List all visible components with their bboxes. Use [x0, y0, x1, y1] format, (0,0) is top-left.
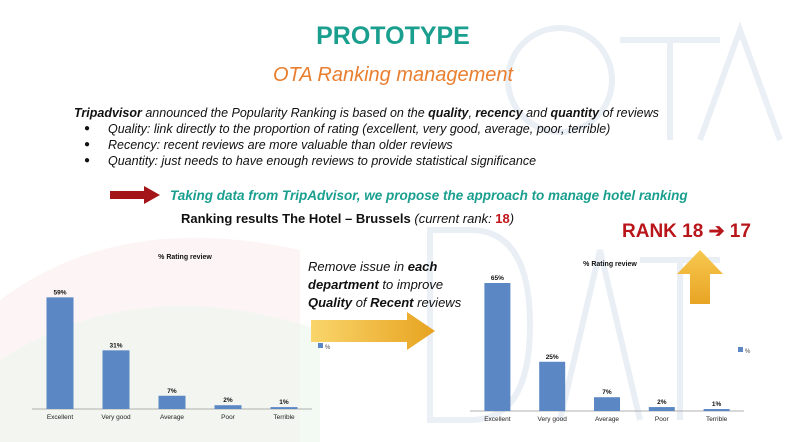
data-label: 2% — [657, 399, 667, 406]
category-label: Average — [595, 416, 619, 423]
criteria-list: Quality: link directly to the proportion… — [84, 121, 724, 169]
intro-paragraph: Tripadvisor announced the Popularity Ran… — [74, 105, 694, 121]
note-department: department — [308, 277, 379, 292]
proposal-text: Taking data from TripAdvisor, we propose… — [170, 188, 688, 203]
note-reviews: reviews — [413, 295, 462, 310]
ranking-label: Ranking results The Hotel – Brussels — [181, 211, 415, 226]
bar — [648, 407, 675, 411]
category-label: Very good — [101, 414, 131, 421]
category-label: Poor — [655, 416, 670, 423]
rank-change: RANK 18 ➔ 17 — [622, 220, 751, 243]
legend-label: % — [325, 345, 331, 351]
data-label: 7% — [167, 388, 177, 395]
note-of: of — [352, 295, 371, 310]
intro-and: and — [522, 106, 551, 120]
chart2-legend: % — [738, 347, 751, 355]
rank-arrow-icon: ➔ — [708, 221, 725, 242]
bar — [703, 409, 730, 411]
rank-to: 17 — [729, 221, 751, 242]
note-improve: to improve — [378, 277, 444, 292]
current-rank-value: 18 — [495, 211, 510, 226]
data-label: 59% — [53, 289, 66, 296]
note-recent: Recent — [370, 295, 414, 310]
ranking-paren-open: (current rank — [414, 211, 489, 226]
ranking-heading: Ranking results The Hotel – Brussels (cu… — [181, 211, 514, 226]
rating-chart-current: % Rating review 59% Excellent 31% Very good… — [32, 254, 312, 421]
bar — [594, 397, 620, 411]
intro-quality: quality — [428, 106, 469, 120]
legend-swatch — [738, 347, 743, 352]
data-label: 25% — [546, 354, 559, 361]
ranking-paren-close: ) — [509, 211, 515, 226]
arrow-right-gold-icon — [311, 312, 435, 350]
legend-label: % — [745, 349, 751, 355]
bar — [484, 283, 511, 411]
arrow-up-icon — [677, 250, 723, 304]
bullet-recency: Recency: recent reviews are more valuabl… — [84, 137, 724, 153]
data-label: 65% — [491, 275, 504, 282]
bullet-quality: Quality: link directly to the proportion… — [84, 121, 724, 137]
bar — [539, 361, 566, 411]
ranking-colon: : — [488, 211, 496, 226]
legend-swatch — [318, 343, 323, 348]
bar — [214, 405, 242, 409]
chart1-legend: % — [318, 343, 331, 351]
category-label: Poor — [221, 414, 236, 421]
category-label: Terrible — [706, 416, 728, 423]
data-label: 1% — [279, 399, 289, 406]
arrow-right-icon — [110, 186, 160, 204]
data-label: 1% — [712, 401, 722, 408]
rating-chart-improved: % Rating review 65% Excellent 25% Very good… — [470, 261, 744, 423]
intro-recency: recency — [475, 106, 523, 120]
category-label: Excellent — [484, 416, 511, 423]
category-label: Very good — [538, 416, 568, 423]
note-each: each — [407, 259, 438, 274]
intro-quantity: quantity — [550, 106, 600, 120]
intro-brand: Tripadvisor — [74, 106, 142, 120]
category-label: Average — [160, 414, 184, 421]
data-label: 31% — [109, 342, 122, 349]
rank-from: RANK 18 — [622, 221, 704, 242]
bar — [158, 395, 186, 409]
slide-subtitle: OTA Ranking management — [272, 64, 514, 86]
bar — [270, 407, 298, 409]
bar — [46, 297, 74, 409]
category-label: Excellent — [47, 414, 74, 421]
bullet-quantity: Quantity: just needs to have enough revi… — [84, 153, 724, 169]
category-label: Terrible — [273, 414, 295, 421]
chart-title: % Rating review — [583, 261, 637, 268]
slide-title: PROTOTYPE — [316, 22, 470, 50]
data-label: 2% — [223, 397, 233, 404]
intro-comma: , — [468, 106, 476, 120]
note-remove: Remove issue in — [308, 259, 408, 274]
improvement-note: Remove issue in each department to improv… — [308, 258, 488, 312]
intro-end: of reviews — [599, 106, 659, 120]
chart-title: % Rating review — [158, 254, 212, 261]
note-quality: Quality — [308, 295, 353, 310]
data-label: 7% — [602, 389, 612, 396]
intro-text-1: announced the Popularity Ranking is base… — [141, 106, 429, 120]
bar — [102, 350, 130, 409]
